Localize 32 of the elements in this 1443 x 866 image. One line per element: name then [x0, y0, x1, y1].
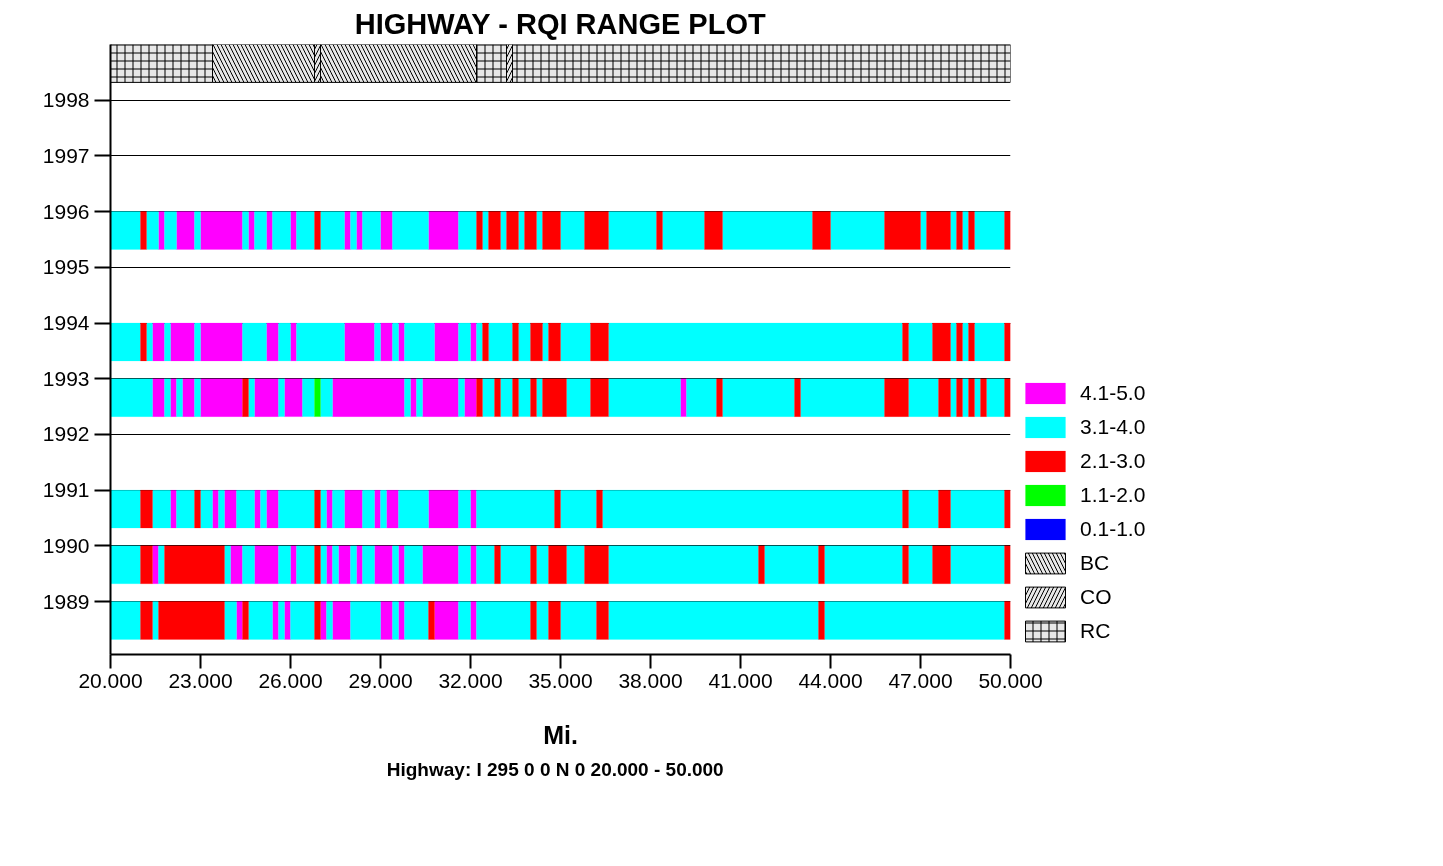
x-tick-label: 23.000: [168, 668, 233, 692]
x-tick-label: 20.000: [78, 668, 143, 692]
x-axis-title: Mi.: [543, 720, 578, 749]
legend-label: RC: [1080, 619, 1111, 643]
y-tick-label: 1990: [42, 533, 90, 557]
legend-label: 1.1-2.0: [1080, 483, 1146, 507]
y-tick-label: 1993: [42, 366, 90, 390]
legend-label: 3.1-4.0: [1080, 415, 1146, 439]
y-tick-label: 1995: [42, 255, 90, 279]
x-tick-label: 41.000: [708, 668, 773, 692]
x-tick-label: 44.000: [798, 668, 863, 692]
x-tick-label: 50.000: [978, 668, 1043, 692]
x-tick-label: 29.000: [348, 668, 413, 692]
y-tick-label: 1992: [42, 422, 90, 446]
x-tick-label: 47.000: [888, 668, 953, 692]
legend-label: BC: [1080, 551, 1110, 575]
y-tick-label: 1997: [42, 143, 90, 167]
y-tick-label: 1996: [42, 199, 90, 223]
x-tick-label: 38.000: [618, 668, 683, 692]
y-tick-label: 1989: [42, 589, 90, 613]
legend-label: 2.1-3.0: [1080, 449, 1146, 473]
y-tick-label: 1994: [42, 311, 90, 335]
legend-label: CO: [1080, 585, 1112, 609]
x-tick-label: 35.000: [528, 668, 593, 692]
chart-title: HIGHWAY - RQI RANGE PLOT: [354, 7, 766, 40]
y-tick-label: 1991: [42, 478, 90, 502]
legend-label: 0.1-1.0: [1080, 517, 1146, 541]
text: Highway: I 295 0 0 N 0 20.000 - 50.000: [386, 758, 724, 780]
y-tick-label: 1998: [42, 88, 90, 112]
legend-label: 4.1-5.0: [1080, 381, 1146, 405]
x-tick-label: 26.000: [258, 668, 323, 692]
x-tick-label: 32.000: [438, 668, 503, 692]
